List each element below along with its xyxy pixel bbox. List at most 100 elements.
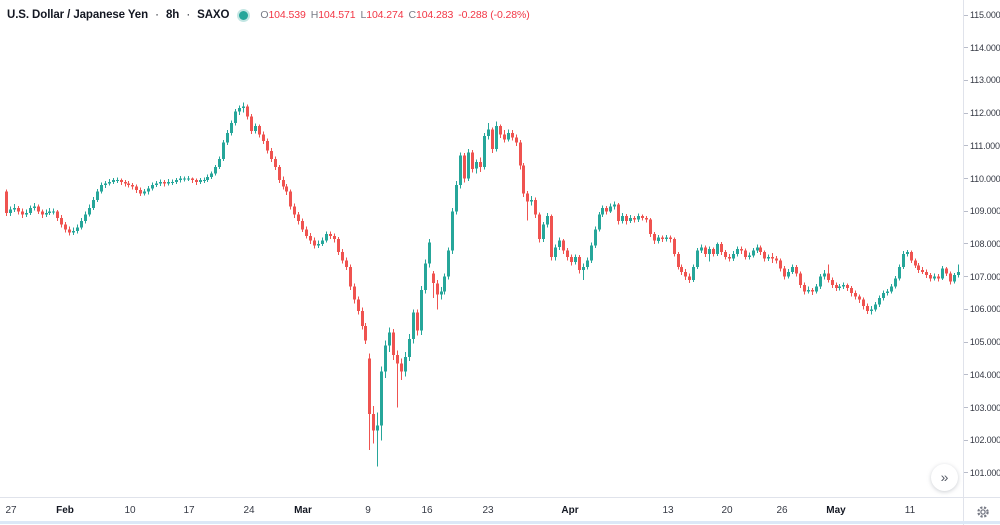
candle — [823, 273, 826, 277]
price-tick-mark — [964, 210, 968, 212]
candle — [914, 260, 917, 266]
candle — [285, 186, 288, 192]
price-axis-label: 114.000 — [964, 43, 1000, 53]
gear-icon — [976, 505, 989, 518]
candle — [9, 209, 12, 213]
candle — [831, 280, 834, 285]
candle — [206, 176, 209, 181]
candle — [428, 242, 431, 264]
candle — [921, 270, 924, 272]
candle — [692, 266, 695, 280]
candle — [728, 257, 731, 259]
candle — [293, 206, 296, 215]
candle — [420, 289, 423, 331]
candle — [740, 248, 743, 251]
candle — [708, 248, 711, 254]
candle — [771, 257, 774, 259]
symbol-title[interactable]: U.S. Dollar / Japanese Yen · 8h · SAXO — [7, 9, 229, 21]
candle — [732, 253, 735, 259]
separator-dot: · — [186, 9, 191, 21]
candle — [45, 212, 48, 215]
candle — [282, 180, 285, 187]
candle — [52, 211, 55, 213]
candle — [894, 278, 897, 287]
candle — [736, 248, 739, 254]
price-tick-mark — [964, 243, 968, 245]
candle — [937, 276, 940, 279]
candle — [88, 208, 91, 215]
candle — [846, 284, 849, 289]
candle — [463, 155, 466, 179]
candle — [700, 247, 703, 251]
candle — [17, 208, 20, 212]
candle — [898, 266, 901, 279]
candle — [368, 358, 371, 415]
candle — [854, 293, 857, 297]
price-tick-mark — [964, 112, 968, 114]
candle — [238, 108, 241, 112]
candle — [361, 311, 364, 326]
candle — [566, 250, 569, 257]
price-tick-mark — [964, 145, 968, 147]
bottom-panel-edge — [0, 521, 1000, 524]
candle — [866, 306, 869, 312]
price-axis-label: 110.000 — [964, 174, 1000, 184]
price-tick-mark — [964, 308, 968, 310]
candle — [447, 250, 450, 277]
candle — [412, 312, 415, 339]
time-axis-label: Apr — [561, 505, 579, 516]
candle — [645, 217, 648, 220]
candle — [195, 180, 198, 182]
candle — [48, 211, 51, 213]
price-tick-mark — [964, 178, 968, 180]
candle — [131, 185, 134, 187]
time-axis[interactable]: 27 Feb 10 17 24 Mar 9 16 23 Apr 13 20 26 May 11 — [0, 497, 963, 525]
candle — [613, 204, 616, 207]
candle — [183, 178, 186, 180]
candle — [842, 284, 845, 287]
candle — [155, 183, 158, 186]
scroll-to-recent-button[interactable]: » — [931, 464, 958, 491]
candle — [629, 217, 632, 222]
candle — [143, 191, 146, 194]
price-axis[interactable]: 115.000 114.000 113.000 112.000 111.000 110.0… — [963, 0, 1000, 497]
candle — [653, 234, 656, 241]
candlestick-chart[interactable] — [0, 0, 963, 497]
price-tick-mark — [964, 47, 968, 49]
candle — [116, 180, 119, 182]
market-status-icon[interactable] — [239, 10, 249, 20]
candle — [33, 206, 36, 208]
candle — [127, 183, 130, 186]
candle — [874, 304, 877, 310]
candle — [258, 126, 261, 135]
candle — [763, 252, 766, 259]
candle — [680, 266, 683, 272]
candle — [404, 356, 407, 372]
candle — [203, 180, 206, 182]
candle — [827, 273, 830, 280]
candle — [704, 247, 707, 254]
candle — [586, 260, 589, 267]
candle — [443, 276, 446, 292]
price-axis-label: 106.000 — [964, 304, 1000, 314]
candle — [906, 252, 909, 254]
candle — [744, 250, 747, 257]
chart-legend: U.S. Dollar / Japanese Yen · 8h · SAXO O… — [7, 7, 530, 23]
time-axis-settings-button[interactable] — [963, 497, 1000, 525]
candle — [440, 291, 443, 295]
candle — [372, 414, 375, 431]
change-value: -0.288 (-0.28%) — [458, 9, 530, 21]
candle — [902, 253, 905, 267]
candle — [151, 185, 154, 189]
candle — [712, 248, 715, 254]
close-label: C — [408, 9, 416, 21]
candle — [76, 227, 79, 231]
candle — [511, 132, 514, 138]
candle — [542, 224, 545, 240]
price-tick-mark — [964, 276, 968, 278]
candle — [487, 129, 490, 136]
time-axis-label: Mar — [294, 505, 312, 516]
candle — [301, 221, 304, 230]
candle — [56, 211, 59, 218]
candle — [657, 237, 660, 241]
